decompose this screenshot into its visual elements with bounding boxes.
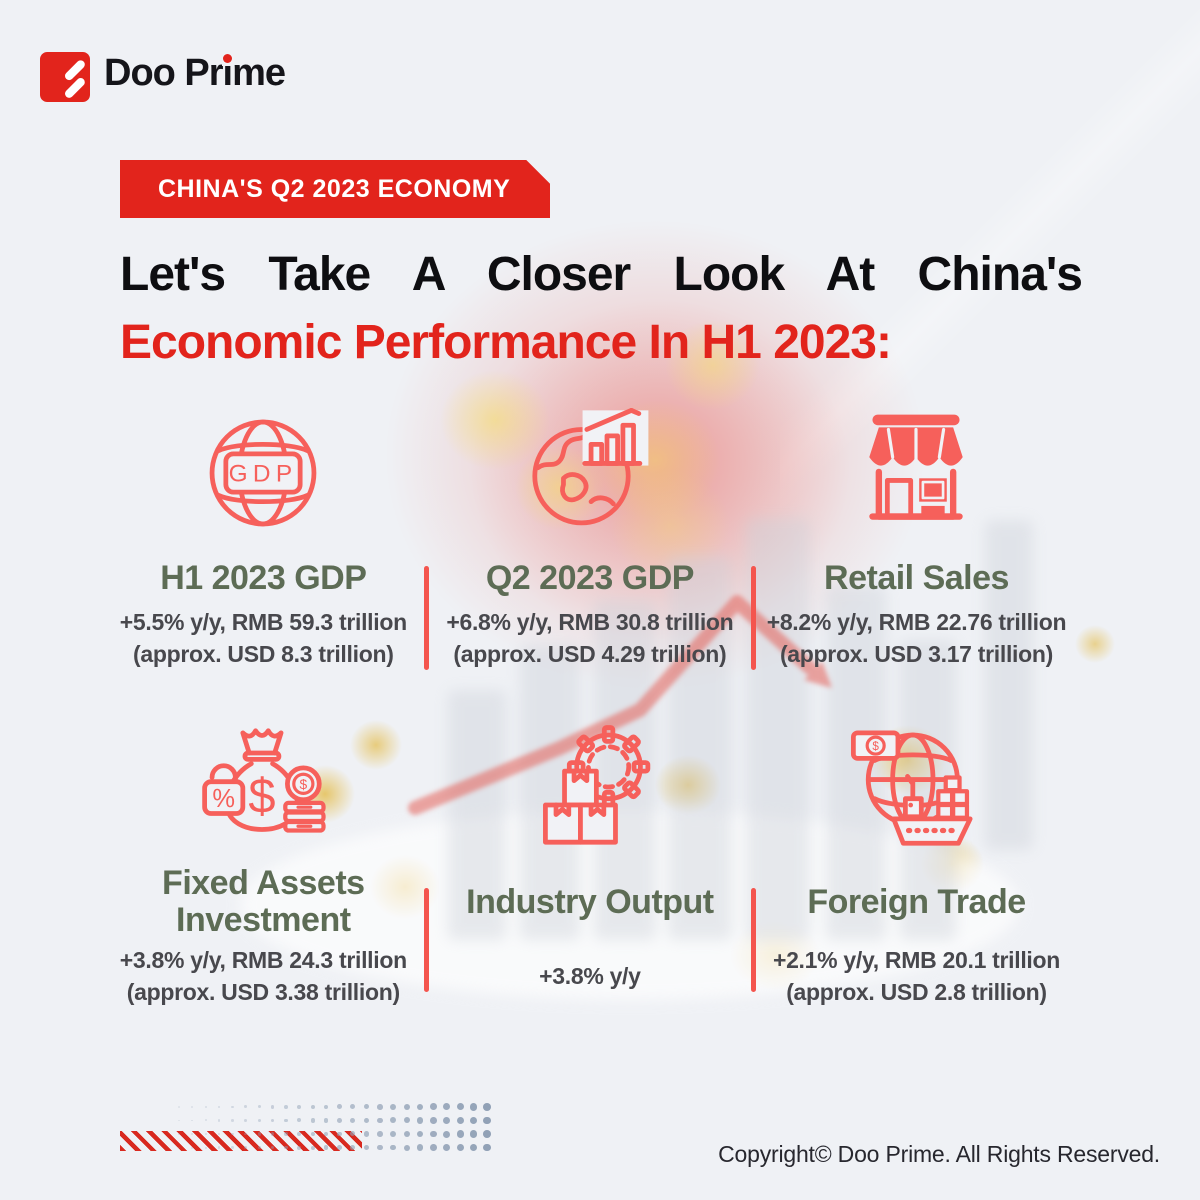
brand-logo: Doo Prime (40, 50, 286, 104)
svg-text:$: $ (300, 777, 308, 792)
stat-body: +6.8% y/y, RMB 30.8 trillion (approx. US… (446, 606, 733, 670)
column-divider (751, 566, 756, 670)
stat-value-line: (approx. USD 3.17 trillion) (779, 641, 1053, 667)
stat-value-line: +3.8% y/y, RMB 24.3 trillion (119, 947, 407, 973)
brand-name: Doo Prime (104, 52, 286, 94)
headline-line1: Let's Take A Closer Look At China's (120, 248, 1083, 301)
brand-name-wrap: Doo Prime (104, 50, 286, 104)
stat-q2-2023-gdp: Q2 2023 GDP +6.8% y/y, RMB 30.8 trillion… (427, 398, 754, 670)
stat-value-line: +8.2% y/y, RMB 22.76 trillion (766, 609, 1067, 635)
stat-title: Foreign Trade (807, 882, 1026, 921)
money-bag-icon: $ % $ (194, 712, 332, 862)
globe-ship-icon: $ (847, 712, 985, 862)
stat-title: Fixed Assets Investment (162, 864, 365, 939)
storefront-icon (847, 398, 985, 548)
copyright-text: Copyright© Doo Prime. All Rights Reserve… (718, 1141, 1160, 1167)
svg-text:$: $ (873, 740, 880, 753)
stat-title: H1 2023 GDP (160, 559, 367, 597)
column-divider (424, 566, 429, 670)
gdp-globe-icon: GDP (194, 398, 332, 548)
stat-fixed-assets-investment: $ % $ Fixed Assets Investment (100, 712, 427, 1008)
column-divider (751, 888, 756, 992)
stat-value-line: +3.8% y/y (539, 963, 641, 989)
stat-body: +2.1% y/y, RMB 20.1 trillion (approx. US… (773, 944, 1060, 1008)
stats-row-1: GDP H1 2023 GDP +5.5% y/y, RMB 59.3 tril… (100, 398, 1080, 670)
stat-body: +3.8% y/y, RMB 24.3 trillion (approx. US… (120, 944, 407, 1008)
stat-foreign-trade: $ Foreign Trade +2.1% (753, 712, 1080, 1008)
stat-retail-sales: Retail Sales +8.2% y/y, RMB 22.76 trilli… (753, 398, 1080, 670)
logo-i-dot (223, 54, 232, 63)
stat-value-line: +2.1% y/y, RMB 20.1 trillion (772, 947, 1061, 973)
headline: Let's Take A Closer Look At China's Econ… (120, 244, 1083, 372)
stat-value-line: (approx. USD 2.8 trillion) (786, 979, 1047, 1005)
svg-text:$: $ (249, 769, 276, 823)
stat-title: Industry Output (466, 882, 714, 921)
stat-title: Retail Sales (824, 559, 1009, 597)
stat-value-line: (approx. USD 8.3 trillion) (133, 641, 394, 667)
section-badge: CHINA'S Q2 2023 ECONOMY (120, 160, 550, 218)
industry-gear-icon (521, 712, 659, 862)
stat-body: +8.2% y/y, RMB 22.76 trillion (approx. U… (767, 606, 1067, 670)
stat-value-line: (approx. USD 4.29 trillion) (453, 641, 727, 667)
stat-h1-2023-gdp: GDP H1 2023 GDP +5.5% y/y, RMB 59.3 tril… (100, 398, 427, 670)
stat-body: +5.5% y/y, RMB 59.3 trillion (approx. US… (120, 606, 407, 670)
halftone-dots (172, 1100, 502, 1158)
light-streak (780, 0, 1200, 520)
section-badge-label: CHINA'S Q2 2023 ECONOMY (158, 174, 511, 203)
brand-logo-icon (40, 52, 90, 102)
svg-text:%: % (213, 785, 236, 813)
stat-title: Q2 2023 GDP (485, 559, 695, 597)
stat-body: +3.8% y/y (539, 944, 641, 1008)
svg-text:GDP: GDP (229, 460, 298, 487)
headline-line2: Economic Performance In H1 2023: (120, 316, 892, 369)
column-divider (424, 888, 429, 992)
striped-bar (120, 1131, 362, 1151)
stat-value-line: +6.8% y/y, RMB 30.8 trillion (446, 609, 734, 635)
stat-industry-output: Industry Output +3.8% y/y (427, 712, 754, 1008)
globe-chart-icon (521, 398, 659, 548)
stat-value-line: +5.5% y/y, RMB 59.3 trillion (119, 609, 407, 635)
stat-value-line: (approx. USD 3.38 trillion) (126, 979, 400, 1005)
stats-row-2: $ % $ Fixed Assets Investment (100, 712, 1080, 1008)
